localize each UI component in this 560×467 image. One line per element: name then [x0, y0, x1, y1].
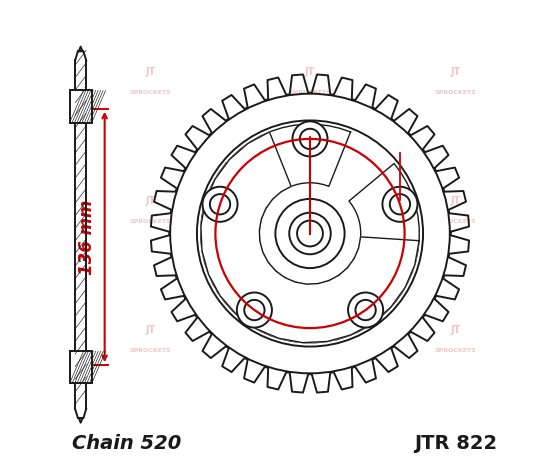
Circle shape: [390, 194, 410, 214]
Text: 156 mm: 156 mm: [269, 225, 333, 279]
Circle shape: [203, 187, 237, 222]
Circle shape: [244, 300, 264, 320]
Circle shape: [382, 187, 418, 222]
Circle shape: [237, 292, 272, 327]
Text: JT: JT: [450, 325, 460, 335]
Circle shape: [297, 220, 323, 247]
Bar: [69, 91, 92, 123]
Text: JTR 822: JTR 822: [414, 434, 497, 453]
Text: SPROCKETS: SPROCKETS: [130, 348, 172, 354]
Text: JT: JT: [450, 196, 460, 206]
Text: SPROCKETS: SPROCKETS: [289, 348, 331, 354]
Text: SPROCKETS: SPROCKETS: [130, 219, 172, 224]
Text: SPROCKETS: SPROCKETS: [435, 90, 476, 95]
Text: SPROCKETS: SPROCKETS: [289, 219, 331, 224]
Text: JT: JT: [450, 67, 460, 77]
Text: JT: JT: [305, 67, 315, 77]
Circle shape: [276, 199, 344, 268]
Polygon shape: [201, 163, 297, 340]
Text: JT: JT: [305, 325, 315, 335]
Circle shape: [289, 213, 331, 254]
Polygon shape: [201, 132, 419, 343]
Circle shape: [348, 292, 383, 327]
Polygon shape: [323, 163, 419, 340]
Text: SPROCKETS: SPROCKETS: [435, 219, 476, 224]
Text: SPROCKETS: SPROCKETS: [289, 90, 331, 95]
Circle shape: [356, 300, 376, 320]
Polygon shape: [217, 261, 403, 343]
Circle shape: [170, 94, 450, 373]
Circle shape: [210, 194, 230, 214]
Text: SPROCKETS: SPROCKETS: [130, 90, 172, 95]
Text: 136 mm: 136 mm: [78, 199, 96, 275]
Text: SPROCKETS: SPROCKETS: [435, 348, 476, 354]
Text: JT: JT: [146, 196, 156, 206]
Text: JT: JT: [305, 196, 315, 206]
Text: Chain 520: Chain 520: [72, 434, 182, 453]
Text: JT: JT: [146, 325, 156, 335]
Polygon shape: [200, 124, 351, 241]
Text: JT: JT: [146, 67, 156, 77]
Bar: [69, 351, 92, 383]
Circle shape: [300, 129, 320, 149]
Text: 8.5: 8.5: [356, 158, 377, 171]
Circle shape: [292, 121, 328, 156]
